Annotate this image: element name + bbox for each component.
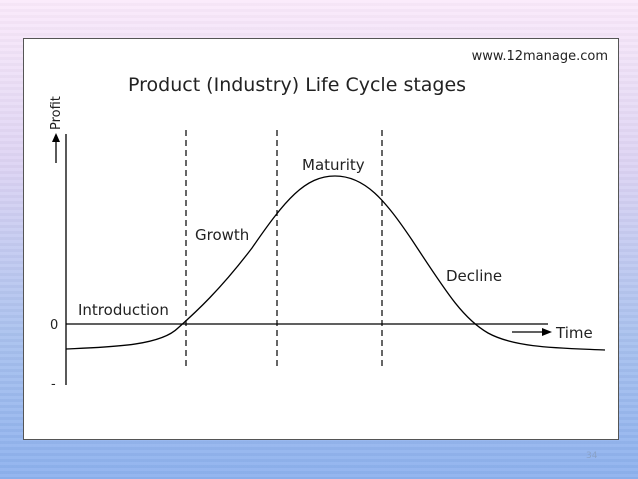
stage-label-growth: Growth — [195, 226, 249, 244]
life-cycle-curve — [65, 175, 606, 351]
stage-label-maturity: Maturity — [302, 156, 365, 174]
stage-label-introduction: Introduction — [78, 301, 169, 319]
y-axis-arrow-icon — [52, 133, 60, 142]
zero-label: 0 — [50, 318, 58, 333]
source-url: www.12manage.com — [472, 49, 608, 64]
page-number: 34 — [586, 451, 598, 461]
y-axis-label-group: Profit — [49, 96, 64, 130]
x-axis-arrow-icon — [542, 328, 552, 336]
stage-label-decline: Decline — [446, 267, 502, 285]
y-axis-label: Profit — [49, 96, 64, 130]
x-axis-label: Time — [555, 324, 593, 342]
diagram-title: Product (Industry) Life Cycle stages — [128, 74, 466, 96]
figure-frame — [23, 38, 619, 440]
minus-label: - — [51, 377, 56, 392]
